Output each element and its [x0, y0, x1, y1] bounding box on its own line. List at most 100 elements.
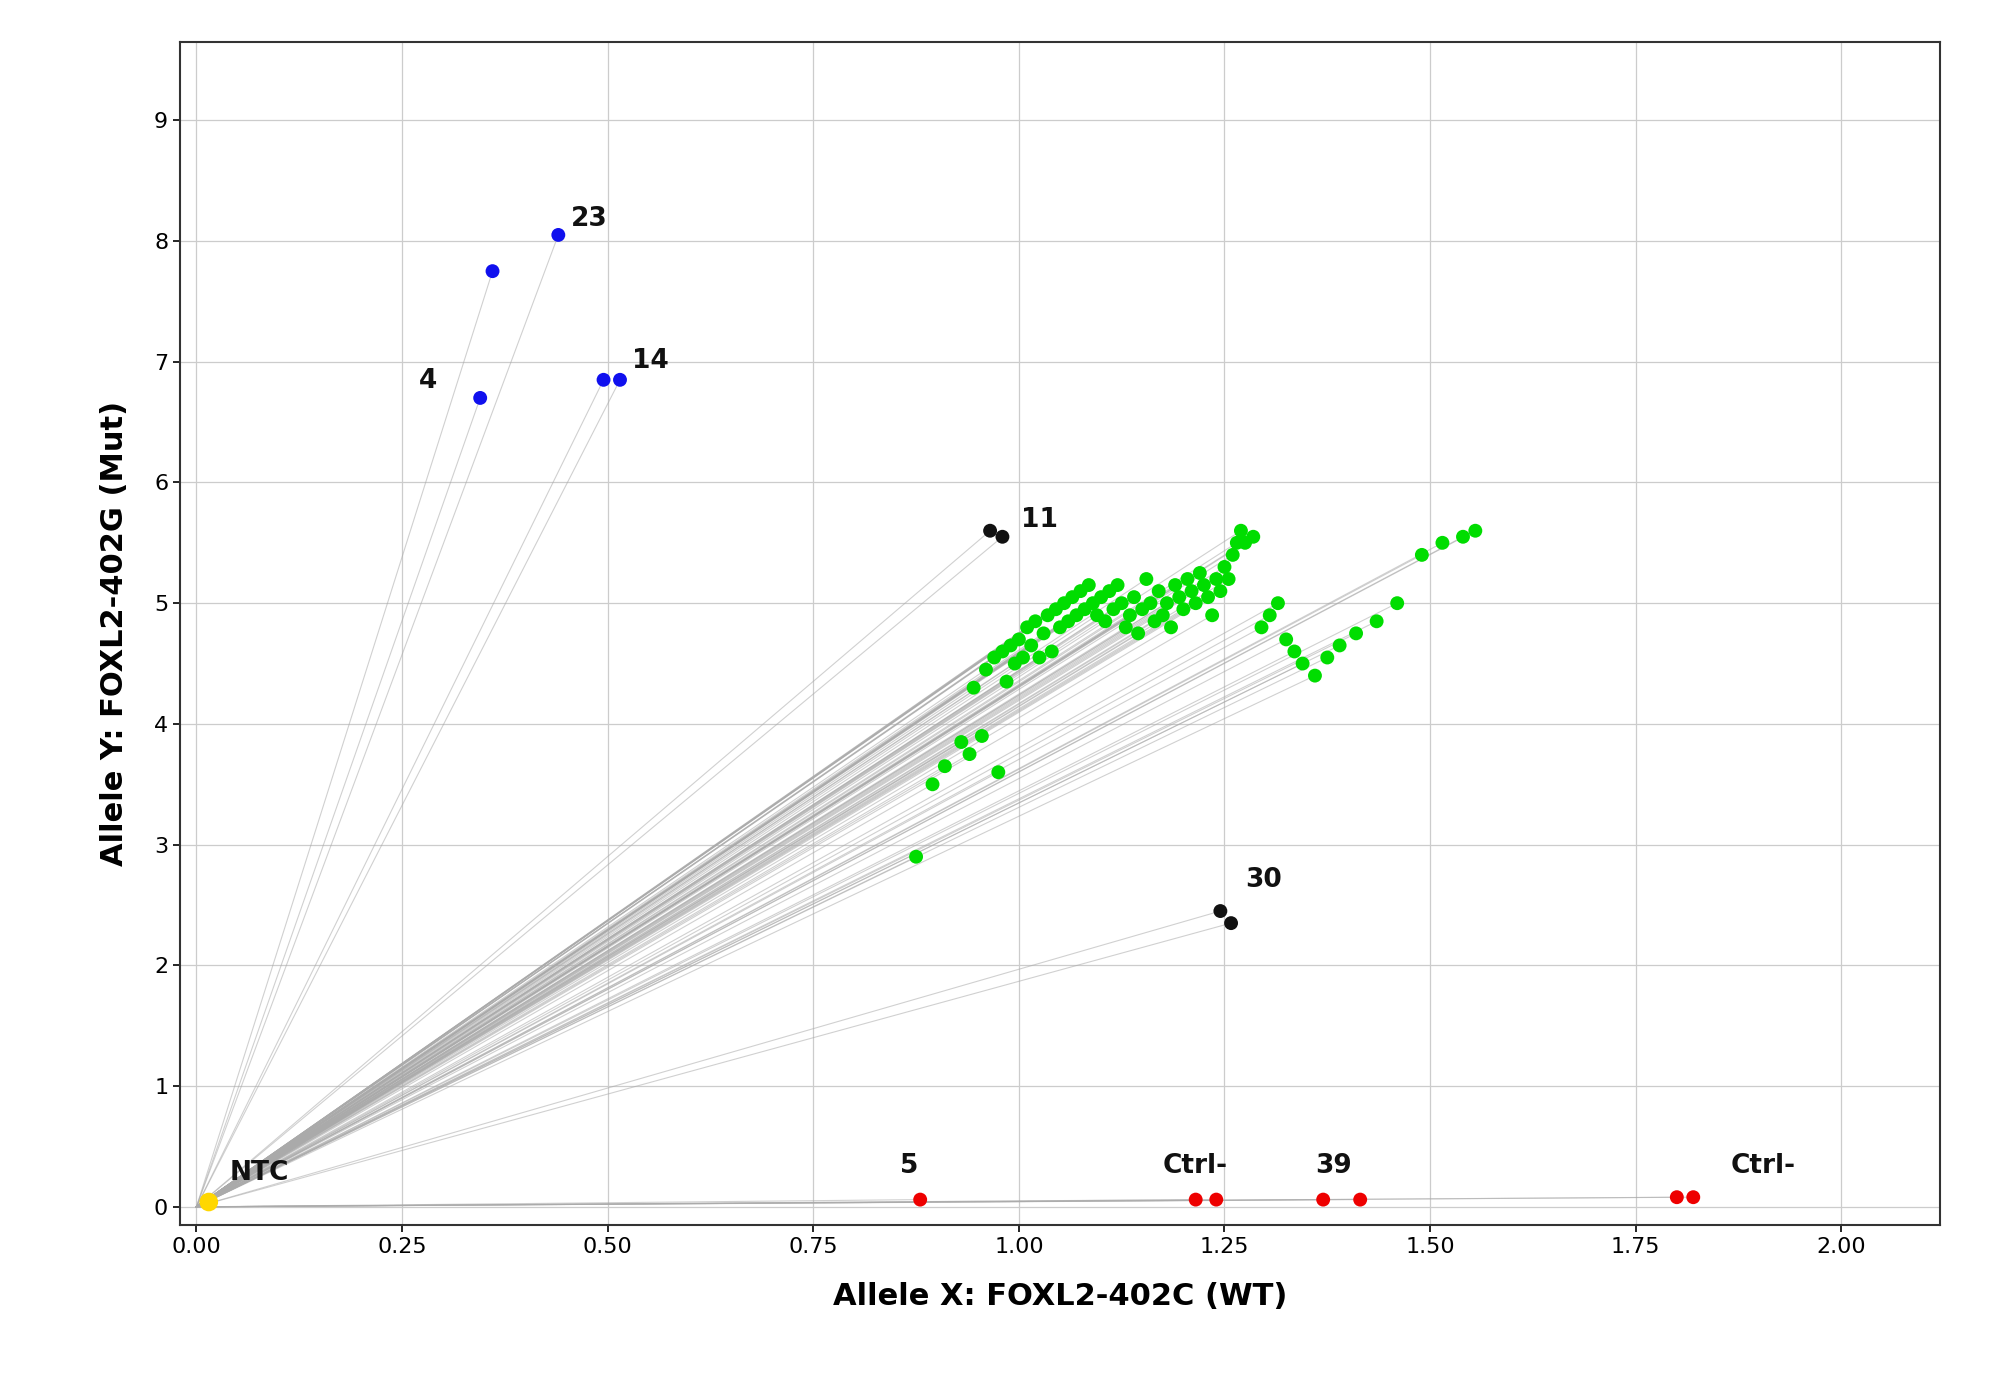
Point: [1076, 592, 1108, 614]
Text: Ctrl-: Ctrl-: [1730, 1153, 1796, 1179]
Point: [588, 369, 620, 391]
Point: [1678, 1186, 1710, 1208]
Point: [928, 754, 960, 777]
Point: [1142, 580, 1174, 603]
Point: [904, 1189, 936, 1211]
Text: NTC: NTC: [230, 1161, 288, 1186]
Point: [1002, 628, 1034, 650]
Text: 39: 39: [1314, 1153, 1352, 1179]
Point: [1208, 555, 1240, 578]
Point: [986, 640, 1018, 663]
Point: [1298, 664, 1330, 686]
Point: [1180, 592, 1212, 614]
Point: [1130, 568, 1162, 590]
Point: [1238, 526, 1270, 548]
Point: [1036, 640, 1068, 663]
Point: [982, 761, 1014, 784]
Point: [1024, 646, 1056, 668]
Point: [1118, 586, 1150, 608]
Point: [958, 677, 990, 699]
Point: [1188, 574, 1220, 596]
Point: [1064, 580, 1096, 603]
Point: [1150, 592, 1182, 614]
Point: [1168, 599, 1200, 621]
Point: [1086, 586, 1118, 608]
Point: [1196, 604, 1228, 626]
Point: [1056, 586, 1088, 608]
Point: [1230, 532, 1262, 554]
Point: [1660, 1186, 1692, 1208]
Point: [1254, 604, 1286, 626]
Point: [966, 725, 998, 748]
Point: [990, 671, 1022, 693]
Point: [1160, 574, 1192, 596]
Point: [1220, 532, 1252, 554]
Text: 11: 11: [1022, 507, 1058, 533]
Point: [1068, 599, 1100, 621]
Point: [1180, 1189, 1212, 1211]
Point: [476, 260, 508, 283]
Point: [1028, 622, 1060, 644]
Point: [464, 387, 496, 409]
Point: [1200, 1189, 1232, 1211]
Point: [1246, 617, 1278, 639]
Point: [974, 519, 1006, 541]
Point: [994, 635, 1026, 657]
Point: [192, 1192, 224, 1214]
Point: [1102, 574, 1134, 596]
Point: [1044, 617, 1076, 639]
Text: 30: 30: [1246, 867, 1282, 892]
Point: [1114, 604, 1146, 626]
Point: [1146, 604, 1178, 626]
Point: [1406, 544, 1438, 567]
Point: [1192, 586, 1224, 608]
Point: [1262, 592, 1294, 614]
Point: [1460, 519, 1492, 541]
Point: [1134, 592, 1166, 614]
Point: [1426, 532, 1458, 554]
Point: [1224, 519, 1256, 541]
Point: [1048, 592, 1080, 614]
Point: [1060, 604, 1092, 626]
Point: [998, 653, 1030, 675]
Text: 4: 4: [418, 369, 436, 394]
Point: [542, 224, 574, 246]
Point: [1020, 610, 1052, 632]
Point: [1270, 628, 1302, 650]
Text: 5: 5: [900, 1153, 918, 1179]
Text: 14: 14: [632, 348, 670, 373]
Point: [1122, 622, 1154, 644]
Point: [1164, 586, 1196, 608]
Point: [1204, 899, 1236, 922]
Point: [1312, 646, 1344, 668]
X-axis label: Allele X: FOXL2-402C (WT): Allele X: FOXL2-402C (WT): [832, 1282, 1288, 1311]
Point: [1324, 635, 1356, 657]
Point: [1360, 610, 1392, 632]
Point: [1110, 617, 1142, 639]
Point: [1098, 599, 1130, 621]
Point: [946, 731, 978, 753]
Point: [1040, 599, 1072, 621]
Point: [1340, 622, 1372, 644]
Point: [1082, 604, 1114, 626]
Point: [1006, 646, 1038, 668]
Point: [1094, 580, 1126, 603]
Point: [1072, 574, 1104, 596]
Point: [1344, 1189, 1376, 1211]
Point: [1308, 1189, 1340, 1211]
Point: [1216, 912, 1248, 934]
Point: [1286, 653, 1318, 675]
Point: [1212, 568, 1244, 590]
Point: [1382, 592, 1414, 614]
Point: [1052, 610, 1084, 632]
Point: [978, 646, 1010, 668]
Point: [604, 369, 636, 391]
Point: [1012, 617, 1044, 639]
Point: [1032, 604, 1064, 626]
Point: [1106, 592, 1138, 614]
Point: [1200, 568, 1232, 590]
Text: Ctrl-: Ctrl-: [1162, 1153, 1228, 1179]
Point: [1126, 599, 1158, 621]
Y-axis label: Allele Y: FOXL2-402G (Mut): Allele Y: FOXL2-402G (Mut): [100, 401, 128, 866]
Point: [916, 773, 948, 795]
